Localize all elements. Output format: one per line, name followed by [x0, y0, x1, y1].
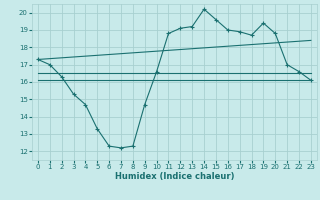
- X-axis label: Humidex (Indice chaleur): Humidex (Indice chaleur): [115, 172, 234, 181]
